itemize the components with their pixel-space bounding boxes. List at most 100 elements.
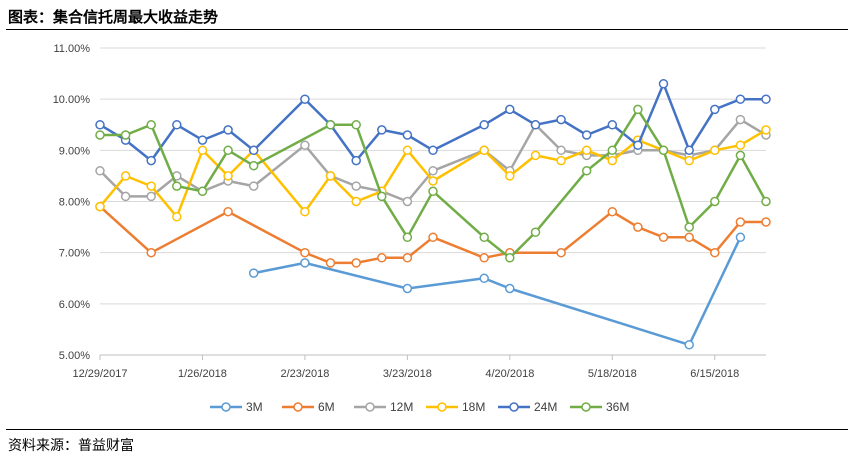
legend-label-24m: 24M <box>534 400 557 414</box>
legend-label-18m: 18M <box>462 400 485 414</box>
data-point-18m <box>95 201 105 212</box>
data-point-24m <box>95 120 105 130</box>
data-point-18m <box>197 145 208 156</box>
data-point-18m <box>325 171 336 181</box>
legend-marker-36m <box>581 402 591 412</box>
data-point-36m <box>530 227 541 237</box>
data-point-36m <box>197 186 208 197</box>
data-point-36m <box>325 120 336 130</box>
x-tick-label: 3/23/2018 <box>383 368 432 380</box>
data-point-6m <box>735 217 746 227</box>
data-point-6m <box>223 206 233 217</box>
y-tick-label: 8.00% <box>59 197 90 209</box>
legend-marker-18m <box>437 402 447 412</box>
data-point-6m <box>633 222 643 232</box>
data-point-24m <box>248 145 259 156</box>
data-point-36m <box>505 253 515 263</box>
data-point-24m <box>581 130 592 140</box>
data-point-6m <box>684 232 694 243</box>
data-point-18m <box>710 145 720 156</box>
data-point-18m <box>172 212 182 222</box>
data-point-36m <box>633 104 643 115</box>
data-point-6m <box>710 247 720 258</box>
y-tick-label: 10.00% <box>53 94 91 106</box>
data-point-6m <box>556 247 566 258</box>
data-point-6m <box>377 253 387 263</box>
data-point-36m <box>120 130 131 140</box>
data-point-36m <box>223 145 233 156</box>
data-point-24m <box>300 94 310 104</box>
source-note: 资料来源：普益财富 <box>8 438 134 454</box>
data-point-18m <box>607 155 618 166</box>
data-point-12m <box>556 145 566 156</box>
legend-marker-12m <box>365 402 375 412</box>
data-point-24m <box>479 120 489 130</box>
data-point-12m <box>428 166 438 176</box>
data-point-18m <box>120 171 131 181</box>
data-point-36m <box>351 120 361 130</box>
legend-marker-3m <box>221 402 231 412</box>
legend-label-36m: 36M <box>606 400 629 414</box>
data-point-12m <box>735 114 746 125</box>
data-point-6m <box>428 232 438 243</box>
data-point-3m <box>402 283 413 294</box>
data-point-18m <box>479 145 489 156</box>
data-point-24m <box>556 114 566 125</box>
data-point-36m <box>658 145 669 156</box>
data-point-36m <box>377 191 387 202</box>
y-tick-label: 7.00% <box>59 248 90 260</box>
data-point-24m <box>505 104 515 115</box>
data-point-24m <box>735 94 746 104</box>
line-chart: 5.00% 6.00% 7.00% 8.00% 9.00% 10.00% 11.00% 12/… <box>53 43 771 414</box>
data-point-3m <box>300 258 310 268</box>
y-tick-label: 9.00% <box>59 145 90 157</box>
x-tick-label: 6/15/2018 <box>690 368 739 380</box>
y-tick-label: 5.00% <box>59 350 90 362</box>
data-point-36m <box>95 130 105 140</box>
data-point-36m <box>735 150 746 161</box>
data-point-12m <box>300 140 310 150</box>
chart-title: 图表：集合信托周最大收益走势 <box>8 8 219 26</box>
y-tick-label: 6.00% <box>59 299 90 311</box>
data-point-24m <box>351 155 361 166</box>
data-point-24m <box>761 94 771 104</box>
data-point-12m <box>120 191 131 202</box>
x-tick-label: 12/29/2017 <box>72 368 127 380</box>
x-tick-label: 1/26/2018 <box>178 368 227 380</box>
data-point-18m <box>684 155 694 166</box>
data-point-36m <box>402 232 413 243</box>
data-point-36m <box>172 181 182 191</box>
data-point-24m <box>607 120 618 130</box>
data-point-24m <box>197 135 208 145</box>
data-point-12m <box>146 191 156 202</box>
data-point-36m <box>146 120 156 130</box>
x-tick-label: 5/18/2018 <box>588 368 637 380</box>
data-point-36m <box>428 186 438 197</box>
data-point-12m <box>95 166 105 176</box>
data-point-18m <box>146 181 156 191</box>
data-point-3m <box>735 232 746 243</box>
data-point-36m <box>761 196 771 207</box>
data-point-6m <box>300 247 310 258</box>
data-point-6m <box>325 258 336 268</box>
data-point-36m <box>607 145 618 156</box>
data-point-36m <box>581 166 592 176</box>
data-point-24m <box>223 125 233 135</box>
x-tick-label: 4/20/2018 <box>485 368 534 380</box>
data-point-12m <box>248 181 259 191</box>
legend-marker-6m <box>293 402 303 412</box>
data-point-6m <box>479 253 489 263</box>
data-point-6m <box>402 253 413 263</box>
data-point-24m <box>633 140 643 150</box>
data-point-24m <box>428 145 438 156</box>
data-point-24m <box>710 104 720 115</box>
data-point-12m <box>402 196 413 207</box>
data-point-24m <box>402 130 413 140</box>
data-point-3m <box>248 268 259 278</box>
data-point-18m <box>581 145 592 156</box>
data-point-24m <box>172 120 182 130</box>
data-point-36m <box>684 222 694 232</box>
data-point-3m <box>684 340 694 350</box>
data-point-3m <box>479 273 489 284</box>
data-point-18m <box>351 196 361 207</box>
